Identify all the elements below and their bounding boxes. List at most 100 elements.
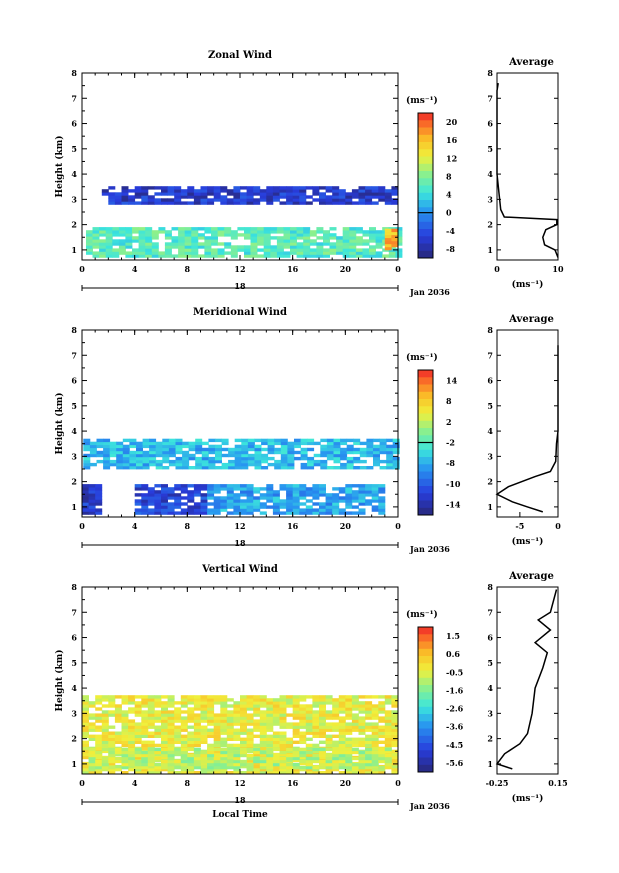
heatmap-cell — [272, 767, 280, 772]
heatmap-cell — [134, 484, 142, 488]
heatmap-cell — [253, 701, 261, 705]
heatmap-cell — [292, 511, 300, 515]
heatmap-cell — [132, 254, 139, 258]
heatmap-cell — [359, 453, 367, 458]
heatmap-cell — [250, 254, 258, 258]
x-tick-label: 0 — [79, 264, 85, 274]
heatmap-cell — [272, 771, 280, 775]
heatmap-cell — [174, 499, 182, 503]
heatmap-cell — [303, 254, 311, 258]
heatmap-cell — [365, 747, 373, 752]
heatmap-cell — [95, 737, 103, 741]
heatmap-cell — [384, 765, 392, 770]
heatmap-cell — [220, 195, 228, 199]
heatmap-cell — [188, 466, 196, 470]
heatmap-cell — [253, 761, 261, 766]
heatmap-cell — [108, 743, 116, 748]
heatmap-cell — [147, 707, 155, 711]
profile-y-tick-label: 4 — [487, 169, 493, 179]
heatmap-cell — [305, 759, 313, 764]
heatmap-cell — [134, 750, 142, 755]
heatmap-cell — [280, 447, 288, 452]
heatmap-cell — [351, 493, 359, 497]
heatmap-cell — [358, 508, 366, 512]
heatmap-cell — [365, 484, 373, 488]
heatmap-cell — [365, 716, 373, 720]
heatmap-cell — [213, 756, 221, 761]
heatmap-cell — [193, 731, 201, 735]
heatmap-cell — [174, 511, 182, 515]
heatmap-cell — [193, 198, 201, 202]
heatmap-cell — [147, 508, 155, 512]
heatmap-cell — [193, 201, 201, 205]
heatmap-cell — [82, 755, 89, 760]
heatmap-cell — [351, 728, 359, 732]
heatmap-cell — [266, 698, 274, 702]
heatmap-cell — [86, 248, 93, 252]
heatmap-cell — [193, 195, 201, 199]
heatmap-cell — [332, 505, 340, 509]
heatmap-cell — [319, 192, 326, 196]
heatmap-cell — [300, 453, 308, 458]
heatmap-cell — [358, 771, 366, 775]
heatmap-cell — [319, 762, 326, 767]
heatmap-cell — [253, 756, 261, 761]
heatmap-cell — [88, 734, 96, 738]
heatmap-cell — [292, 753, 300, 758]
heatmap-cell — [174, 487, 182, 491]
heatmap-cell — [226, 755, 234, 760]
heatmap-cell — [375, 254, 383, 258]
heatmap-cell — [233, 716, 241, 720]
heatmap-cell — [246, 707, 254, 711]
heatmap-cell — [384, 722, 392, 726]
colorbar-segment — [418, 757, 433, 765]
heatmap-cell — [167, 508, 175, 512]
heatmap-cell — [358, 716, 366, 720]
heatmap-cell — [244, 236, 251, 240]
heatmap-cell — [351, 695, 359, 699]
heatmap-cell — [358, 759, 366, 764]
heatmap-cell — [125, 254, 133, 258]
heatmap-cell — [338, 750, 346, 755]
heatmap-cell — [108, 725, 116, 729]
heatmap-cell — [395, 230, 403, 234]
heatmap-cell — [280, 441, 288, 446]
heatmap-cell — [259, 192, 267, 196]
heatmap-cell — [89, 453, 97, 458]
heatmap-cell — [158, 251, 166, 255]
heatmap-cell — [228, 459, 236, 464]
heatmap-cell — [142, 441, 150, 446]
heatmap-cell — [96, 459, 104, 464]
heatmap-cell — [207, 186, 215, 190]
heatmap-cell — [161, 740, 168, 744]
heatmap-cell — [259, 713, 267, 717]
heatmap-cell — [316, 245, 324, 249]
heatmap-cell — [286, 201, 294, 205]
heatmap-cell — [358, 719, 366, 723]
heatmap-cell — [147, 753, 155, 758]
heatmap-cell — [253, 201, 261, 205]
heatmap-cell — [200, 198, 208, 202]
heatmap-cell — [266, 186, 274, 190]
heatmap-cell — [378, 750, 386, 755]
heatmap-cell — [325, 505, 333, 509]
heatmap-cell — [279, 192, 287, 196]
heatmap-cell — [292, 771, 300, 775]
heatmap-cell — [213, 752, 221, 757]
heatmap-cell — [134, 771, 142, 775]
heatmap-cell — [246, 722, 254, 726]
heatmap-cell — [323, 233, 330, 237]
heatmap-cell — [193, 719, 201, 723]
heatmap-cell — [342, 227, 350, 231]
heatmap-cell — [325, 756, 333, 761]
heatmap-cell — [254, 456, 262, 461]
heatmap-cell — [187, 698, 195, 702]
heatmap-cell — [261, 438, 269, 443]
heatmap-cell — [296, 245, 304, 249]
heatmap-cell — [358, 710, 366, 714]
heatmap-cell — [180, 771, 188, 775]
heatmap-cell — [338, 499, 346, 503]
heatmap-cell — [154, 496, 162, 500]
heatmap-cell — [246, 496, 254, 500]
heatmap-cell — [305, 750, 313, 755]
